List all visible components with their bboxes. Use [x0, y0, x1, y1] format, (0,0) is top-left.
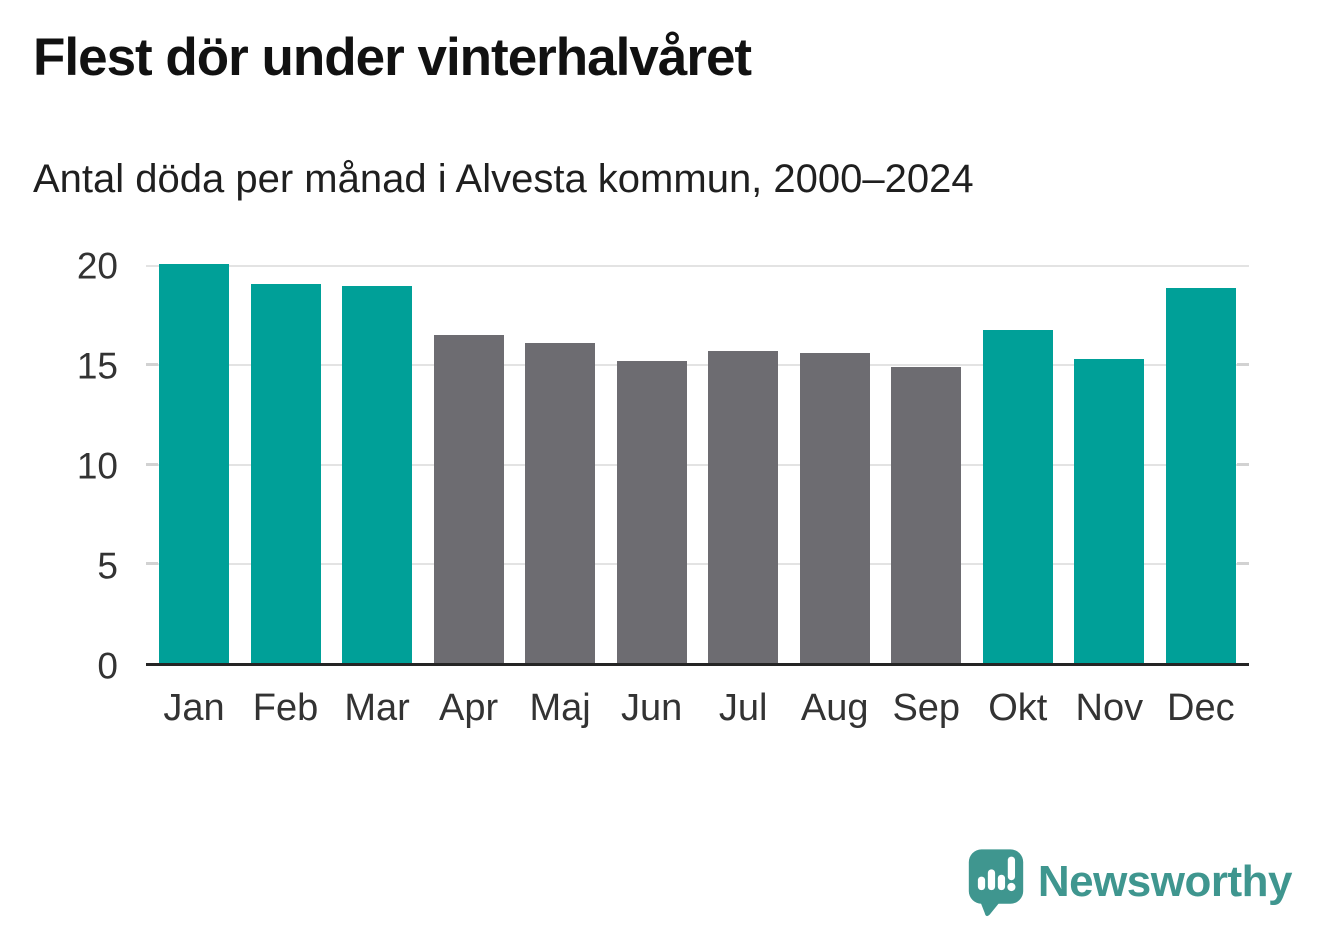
y-axis-labels: 0 5 10 15 20	[0, 248, 120, 685]
newsworthy-logo-icon	[967, 845, 1025, 919]
bar-feb	[250, 283, 321, 663]
x-tick-label-nov: Nov	[1075, 687, 1144, 729]
x-tick-label-apr: Apr	[439, 687, 499, 729]
page-title: Flest dör under vinterhalvåret	[33, 28, 752, 87]
y-tick-label: 0	[97, 645, 118, 687]
axis-tick-mark	[146, 561, 158, 565]
brand-footer: Newsworthy	[967, 845, 1293, 919]
plot-area	[146, 263, 1249, 666]
bar-nov	[1074, 359, 1145, 663]
bar-jun	[616, 361, 687, 663]
x-axis-labels: Jan Feb Mar Apr Maj Jun Jul Aug Sep Okt Nov Dec	[146, 686, 1249, 732]
x-tick-label-jan: Jan	[163, 687, 225, 729]
bars	[146, 263, 1249, 663]
y-tick-label: 20	[76, 245, 118, 287]
bar-jan	[159, 264, 229, 663]
gridline	[146, 364, 1249, 367]
bar-mar	[342, 285, 413, 663]
x-tick-label-jul: Jul	[718, 687, 768, 729]
bar-aug	[799, 353, 870, 663]
chart-subtitle: Antal döda per månad i Alvesta kommun, 2…	[33, 157, 974, 201]
y-tick-label: 15	[76, 345, 118, 387]
bar-sep	[891, 367, 962, 663]
bar-maj	[525, 343, 596, 663]
bar-jul	[708, 351, 779, 663]
axis-tick-mark	[1237, 363, 1249, 367]
gridline	[146, 463, 1249, 466]
bar-apr	[433, 335, 504, 663]
y-tick-label: 10	[76, 445, 118, 487]
axis-tick-mark	[1237, 462, 1249, 466]
x-tick-label-sep: Sep	[892, 687, 961, 729]
gridline	[146, 264, 1249, 267]
x-tick-label-jun: Jun	[621, 687, 683, 729]
x-tick-label-aug: Aug	[800, 687, 869, 729]
newsworthy-logo-text: Newsworthy	[1037, 857, 1293, 906]
x-tick-label-feb: Feb	[252, 687, 319, 729]
bar-okt	[982, 329, 1053, 663]
gridline	[146, 562, 1249, 565]
axis-tick-mark	[146, 363, 158, 367]
axis-tick-mark	[1237, 561, 1249, 565]
bar-dec	[1165, 287, 1236, 663]
x-tick-label-dec: Dec	[1167, 687, 1235, 729]
axis-tick-mark	[146, 462, 158, 466]
x-tick-label-maj: Maj	[529, 687, 591, 729]
y-tick-label: 5	[97, 545, 118, 587]
x-tick-label-mar: Mar	[344, 687, 410, 729]
x-tick-label-okt: Okt	[988, 687, 1048, 729]
